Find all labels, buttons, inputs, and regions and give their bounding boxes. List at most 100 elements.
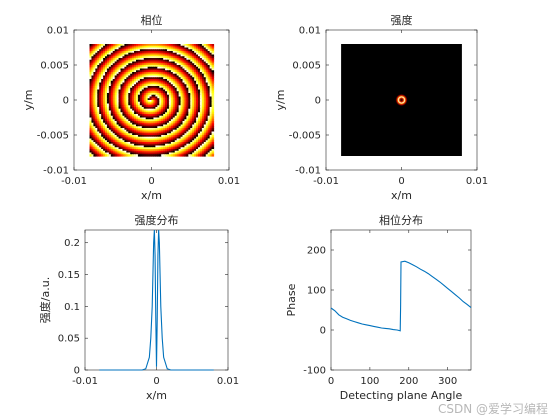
phase-cell: [116, 84, 120, 87]
phase-cell: [199, 94, 203, 98]
phase-cell: [143, 103, 147, 106]
phase-cell: [99, 89, 102, 92]
phase-cell: [168, 68, 172, 71]
phase-cell: [163, 103, 166, 106]
phase-cell: [110, 122, 114, 126]
phase-cell: [194, 147, 197, 150]
phase-cell: [103, 54, 106, 57]
phase-cell: [93, 77, 96, 80]
phase-cell: [199, 79, 203, 82]
phase-cell: [159, 52, 162, 56]
phase-cell: [130, 150, 133, 154]
phase-cell: [134, 52, 137, 56]
phase-cell: [153, 115, 156, 119]
phase-cell: [99, 108, 102, 112]
phase-cell: [134, 115, 137, 119]
phase-cell: [147, 91, 151, 94]
x-tick-label: 0.01: [466, 176, 488, 187]
phase-cell: [136, 80, 139, 84]
phase-cell: [207, 68, 211, 71]
phase-cell: [134, 65, 137, 68]
phase-cell: [137, 44, 141, 47]
phase-cell: [174, 128, 178, 131]
phase-cell: [99, 77, 102, 80]
phase-cell: [184, 58, 187, 61]
phase-cell: [184, 86, 187, 89]
phase-cell: [207, 100, 211, 103]
phase-cell: [153, 128, 156, 131]
phase-cell: [95, 65, 98, 68]
phase-cell: [145, 131, 149, 134]
phase-cell: [132, 122, 135, 126]
phase-cell: [198, 59, 201, 63]
phase-cell: [130, 73, 133, 77]
phase-cell: [101, 86, 104, 89]
phase-cell: [99, 107, 102, 110]
phase-cell: [89, 84, 93, 87]
phase-cell: [209, 110, 213, 113]
phase-cell: [157, 47, 160, 50]
phase-cell: [161, 58, 164, 61]
phase-cell: [120, 45, 124, 49]
phase-cell: [118, 150, 122, 154]
phase-cell: [110, 59, 114, 63]
phase-cell: [118, 138, 122, 141]
phase-cell: [110, 149, 114, 152]
phase-cell: [122, 110, 125, 113]
phase-cell: [184, 44, 187, 47]
phase-cell: [120, 122, 124, 126]
phase-cell: [167, 135, 170, 138]
phase-cell: [99, 145, 102, 148]
phase-cell: [205, 58, 209, 61]
phase-cell: [161, 135, 164, 138]
phase-cell: [147, 112, 151, 115]
phase-cell: [97, 149, 100, 152]
phase-cell: [198, 129, 201, 133]
phase-cell: [106, 73, 110, 77]
phase-cell: [116, 122, 120, 126]
phase-cell: [184, 89, 187, 92]
phase-cell: [149, 143, 153, 147]
phase-cell: [126, 45, 129, 49]
phase-cell: [145, 56, 149, 59]
phase-cell: [153, 68, 156, 71]
phase-cell: [190, 135, 193, 138]
phase-cell: [178, 154, 182, 157]
phase-cell: [95, 89, 98, 92]
phase-cell: [194, 128, 197, 131]
chart-title: 相位分布: [379, 213, 423, 227]
phase-cell: [201, 72, 205, 75]
phase-cell: [118, 100, 122, 103]
phase-cell: [153, 47, 156, 50]
phase-cell: [184, 101, 187, 105]
phase-cell: [89, 49, 93, 52]
phase-cell: [93, 63, 96, 66]
phase-cell: [147, 145, 151, 148]
phase-cell: [201, 93, 205, 96]
phase-cell: [108, 84, 112, 87]
phase-cell: [163, 119, 166, 122]
phase-cell: [182, 108, 186, 112]
phase-cell: [211, 52, 215, 56]
phase-cell: [190, 98, 193, 101]
x-tick-label: 100: [360, 376, 379, 387]
phase-cell: [103, 108, 106, 112]
phase-cell: [147, 77, 151, 80]
phase-cell: [161, 136, 164, 140]
phase-cell: [190, 112, 193, 115]
phase-cell: [106, 52, 110, 56]
phase-cell: [184, 128, 187, 131]
phase-cell: [101, 56, 104, 59]
phase-cell: [149, 66, 153, 70]
phase-cell: [188, 66, 191, 70]
phase-cell: [184, 115, 187, 119]
phase-cell: [134, 89, 137, 92]
phase-cell: [136, 47, 139, 50]
phase-cell: [101, 54, 104, 57]
phase-cell: [145, 107, 149, 110]
phase-cell: [205, 126, 209, 129]
phase-cell: [186, 84, 189, 87]
phase-cell: [147, 150, 151, 154]
phase-cell: [99, 80, 102, 84]
